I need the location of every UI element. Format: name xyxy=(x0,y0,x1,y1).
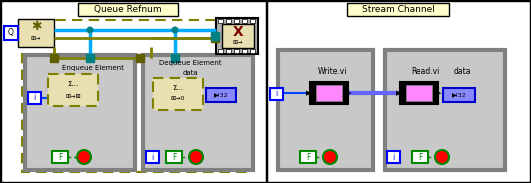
Text: Queue Refnum: Queue Refnum xyxy=(94,5,162,14)
Text: ▶I32: ▶I32 xyxy=(213,92,228,98)
Bar xyxy=(4,26,18,40)
Text: ⊞→0: ⊞→0 xyxy=(171,96,185,102)
Bar xyxy=(226,19,231,23)
Bar xyxy=(310,82,348,104)
Bar xyxy=(226,49,231,53)
Bar xyxy=(218,49,223,53)
Bar xyxy=(242,49,247,53)
Text: Write.vi: Write.vi xyxy=(318,68,348,76)
Bar xyxy=(171,54,179,62)
Text: ▶: ▶ xyxy=(396,90,401,96)
Bar xyxy=(316,85,342,101)
Text: X: X xyxy=(233,25,243,39)
Text: i: i xyxy=(33,94,36,102)
Bar xyxy=(25,55,135,170)
Text: F: F xyxy=(172,152,176,162)
Bar xyxy=(153,78,203,110)
Bar xyxy=(86,54,94,62)
Bar xyxy=(270,88,283,100)
Text: Σ...: Σ... xyxy=(67,81,79,87)
Bar xyxy=(387,151,400,163)
Bar xyxy=(406,85,432,101)
Text: ⊞→: ⊞→ xyxy=(233,40,243,44)
Bar xyxy=(234,19,239,23)
Bar xyxy=(143,55,253,170)
Text: ⊞→: ⊞→ xyxy=(31,36,41,40)
Bar xyxy=(22,20,250,172)
Bar xyxy=(250,19,255,23)
Text: i: i xyxy=(151,152,153,162)
Text: Dequeue Element: Dequeue Element xyxy=(159,60,221,66)
Bar xyxy=(78,3,178,16)
Text: Q: Q xyxy=(8,29,14,38)
Bar xyxy=(412,151,428,163)
Bar xyxy=(216,18,258,54)
Bar xyxy=(18,19,54,47)
Bar xyxy=(242,19,247,23)
Bar xyxy=(28,92,41,104)
Bar xyxy=(50,54,58,62)
Bar xyxy=(250,49,255,53)
Circle shape xyxy=(77,150,91,164)
Circle shape xyxy=(323,150,337,164)
Bar xyxy=(146,151,159,163)
Bar xyxy=(222,24,254,48)
Circle shape xyxy=(87,27,93,33)
Text: Read.vi: Read.vi xyxy=(411,68,439,76)
Bar xyxy=(218,19,223,23)
Text: Stream Channel: Stream Channel xyxy=(362,5,434,14)
Circle shape xyxy=(189,150,203,164)
Bar xyxy=(1,1,266,182)
Bar xyxy=(206,88,236,102)
Bar xyxy=(52,151,68,163)
Text: data: data xyxy=(453,68,471,76)
Bar xyxy=(267,1,530,182)
Text: ▶: ▶ xyxy=(436,90,442,96)
Bar xyxy=(234,49,239,53)
Bar xyxy=(48,74,98,106)
Text: ⊞→⊞: ⊞→⊞ xyxy=(65,94,81,98)
Circle shape xyxy=(435,150,449,164)
Bar xyxy=(347,3,449,16)
Text: ✱: ✱ xyxy=(31,20,41,33)
Text: Σ...: Σ... xyxy=(173,85,184,91)
Text: Enqueue Element: Enqueue Element xyxy=(62,65,124,71)
Text: i: i xyxy=(392,152,395,162)
Text: data: data xyxy=(182,70,198,76)
Circle shape xyxy=(172,27,178,33)
Bar xyxy=(400,82,438,104)
Bar xyxy=(211,34,219,42)
Bar xyxy=(136,54,144,62)
Bar xyxy=(443,88,475,102)
Bar xyxy=(385,50,505,170)
Bar xyxy=(278,50,373,170)
Text: F: F xyxy=(58,152,62,162)
Text: ▶I32: ▶I32 xyxy=(452,92,466,98)
Text: ▶: ▶ xyxy=(346,90,352,96)
Text: i: i xyxy=(276,89,278,98)
Bar xyxy=(211,32,219,40)
Text: F: F xyxy=(418,152,422,162)
Text: ▶: ▶ xyxy=(306,90,312,96)
Text: F: F xyxy=(306,152,310,162)
Bar xyxy=(300,151,316,163)
Bar xyxy=(166,151,182,163)
